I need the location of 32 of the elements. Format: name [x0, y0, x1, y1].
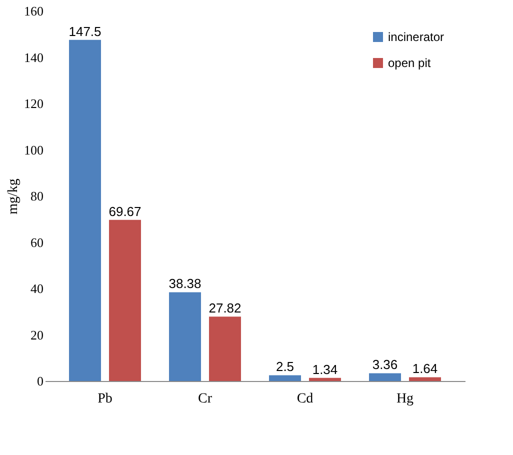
x-tick-label: Pb	[98, 392, 112, 406]
y-tick-label: 20	[30, 327, 44, 342]
y-tick-label: 140	[24, 50, 44, 65]
legend-label: open pit	[388, 56, 432, 70]
data-label: 38.38	[168, 276, 202, 292]
bar	[269, 375, 301, 381]
data-label: 2.5	[276, 359, 294, 374]
data-label: 147.5	[68, 24, 102, 39]
x-tick-label: Hg	[396, 392, 414, 406]
bar	[309, 378, 341, 381]
legend-label: incinerator	[388, 30, 444, 44]
bar	[69, 40, 101, 381]
y-tick-label: 160	[24, 4, 44, 18]
data-label: 3.36	[372, 357, 398, 372]
y-tick-label: 80	[30, 188, 44, 204]
bar	[169, 292, 201, 381]
y-tick-label: 60	[30, 234, 44, 250]
bar	[409, 377, 441, 381]
y-tick-label: 0	[37, 374, 44, 388]
y-tick-label: 40	[30, 281, 44, 296]
bar	[109, 220, 141, 381]
x-tick-label: Cr	[198, 392, 212, 406]
bar	[209, 316, 241, 381]
y-tick-label: 120	[24, 96, 44, 111]
data-label: 69.67	[108, 204, 142, 219]
y-tick-label: 100	[24, 142, 44, 158]
data-label: 27.82	[208, 300, 242, 316]
data-label: 1.34	[312, 362, 338, 377]
x-tick-label: Cd	[296, 392, 314, 406]
y-axis-title: mg/kg	[6, 178, 21, 214]
data-label: 1.64	[412, 361, 438, 376]
bar	[369, 373, 401, 381]
